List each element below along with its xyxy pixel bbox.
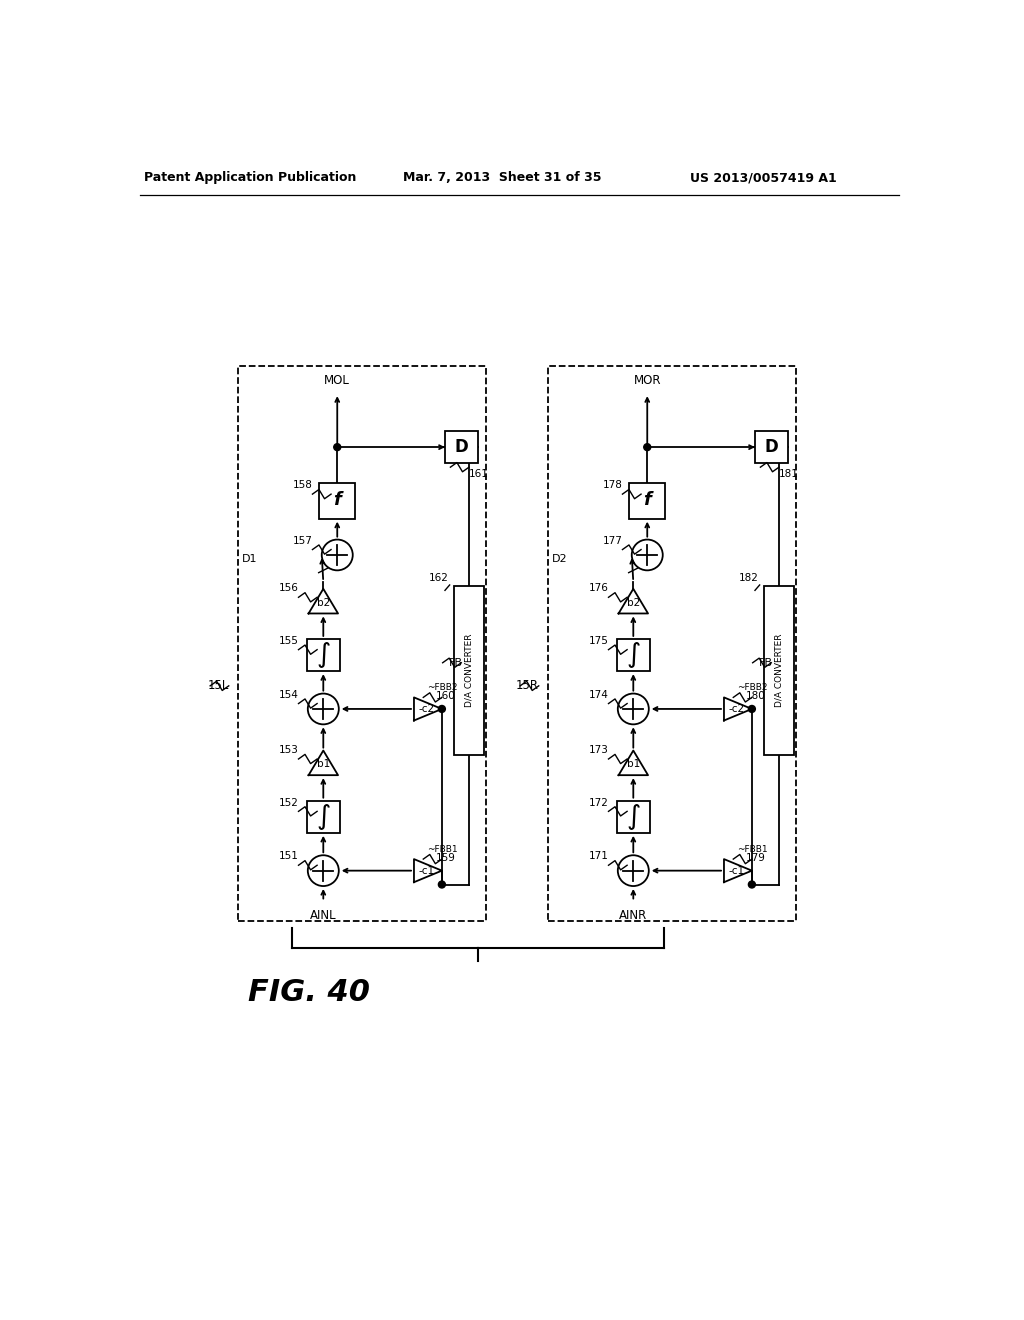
Circle shape xyxy=(749,880,756,888)
Text: -c1: -c1 xyxy=(419,866,434,875)
Text: Mar. 7, 2013  Sheet 31 of 35: Mar. 7, 2013 Sheet 31 of 35 xyxy=(403,172,602,185)
Bar xyxy=(548,367,796,921)
Text: FB: FB xyxy=(449,657,463,668)
Text: 156: 156 xyxy=(279,583,299,594)
Text: -c2: -c2 xyxy=(419,704,434,714)
Text: US 2013/0057419 A1: US 2013/0057419 A1 xyxy=(690,172,837,185)
Text: MOL: MOL xyxy=(325,374,350,387)
Bar xyxy=(307,639,340,671)
Text: ~FBB1: ~FBB1 xyxy=(427,845,457,854)
Text: f: f xyxy=(643,491,651,510)
Text: b1: b1 xyxy=(316,759,330,770)
Text: b2: b2 xyxy=(316,598,330,607)
Bar xyxy=(630,483,665,519)
Bar xyxy=(617,639,649,671)
Text: ~FBB2: ~FBB2 xyxy=(427,682,457,692)
Text: 162: 162 xyxy=(429,573,449,583)
Bar xyxy=(307,800,340,833)
Text: 174: 174 xyxy=(589,690,608,700)
Circle shape xyxy=(334,444,341,450)
Circle shape xyxy=(644,444,650,450)
Text: ~FBB1: ~FBB1 xyxy=(736,845,767,854)
Text: 161: 161 xyxy=(469,469,488,479)
Text: 158: 158 xyxy=(293,480,312,490)
Text: 15L: 15L xyxy=(208,680,228,693)
Text: 152: 152 xyxy=(279,797,299,808)
Text: FB: FB xyxy=(759,657,773,668)
Text: AINL: AINL xyxy=(310,909,337,923)
Text: 171: 171 xyxy=(589,851,608,862)
Bar xyxy=(764,586,794,755)
Circle shape xyxy=(438,880,445,888)
Text: D2: D2 xyxy=(552,554,567,564)
Text: $\int$: $\int$ xyxy=(316,801,331,832)
Text: 180: 180 xyxy=(745,692,765,701)
Bar xyxy=(319,483,355,519)
Text: D/A CONVERTER: D/A CONVERTER xyxy=(465,634,473,708)
Text: 160: 160 xyxy=(435,692,456,701)
Text: FIG. 40: FIG. 40 xyxy=(248,978,370,1007)
Text: 173: 173 xyxy=(589,746,608,755)
Text: D/A CONVERTER: D/A CONVERTER xyxy=(774,634,783,708)
Circle shape xyxy=(749,705,756,713)
Text: 172: 172 xyxy=(589,797,608,808)
Bar xyxy=(755,432,787,463)
Text: 179: 179 xyxy=(745,853,766,863)
Text: D: D xyxy=(764,438,778,457)
Text: 151: 151 xyxy=(279,851,299,862)
Text: ~FBB2: ~FBB2 xyxy=(736,682,767,692)
Bar xyxy=(617,800,649,833)
Bar xyxy=(445,432,477,463)
Text: D1: D1 xyxy=(242,554,257,564)
Text: $\int$: $\int$ xyxy=(626,640,641,671)
Text: Patent Application Publication: Patent Application Publication xyxy=(143,172,356,185)
Text: 175: 175 xyxy=(589,636,608,645)
Text: b1: b1 xyxy=(627,759,640,770)
Text: 181: 181 xyxy=(779,469,799,479)
Text: b2: b2 xyxy=(627,598,640,607)
Text: 153: 153 xyxy=(279,746,299,755)
Text: 178: 178 xyxy=(602,480,623,490)
Text: 177: 177 xyxy=(602,536,623,545)
Text: 15R: 15R xyxy=(516,680,539,693)
Text: 154: 154 xyxy=(279,690,299,700)
Text: 157: 157 xyxy=(293,536,312,545)
Text: 176: 176 xyxy=(589,583,608,594)
Text: $\int$: $\int$ xyxy=(626,801,641,832)
Bar xyxy=(238,367,486,921)
Text: f: f xyxy=(334,491,341,510)
Text: -c1: -c1 xyxy=(728,866,744,875)
Text: 182: 182 xyxy=(739,573,759,583)
Text: D: D xyxy=(455,438,468,457)
Text: AINR: AINR xyxy=(620,909,647,923)
Text: $\int$: $\int$ xyxy=(316,640,331,671)
Circle shape xyxy=(438,705,445,713)
Text: MOR: MOR xyxy=(634,374,662,387)
Text: 155: 155 xyxy=(279,636,299,645)
Text: 159: 159 xyxy=(435,853,456,863)
Text: -c2: -c2 xyxy=(728,704,744,714)
Bar xyxy=(455,586,483,755)
